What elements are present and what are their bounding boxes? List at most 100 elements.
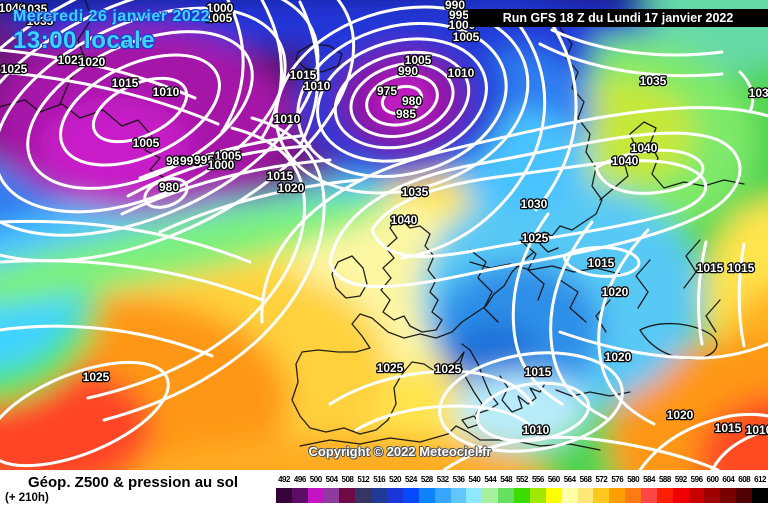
pressure-label: 985 xyxy=(166,154,186,168)
model-run-banner: Run GFS 18 Z du Lundi 17 janvier 2022 xyxy=(468,9,768,27)
scale-swatch xyxy=(498,488,515,503)
weather-map: 1040 1035 1035 1000 1005 990 995 1000 1005 1025 10… xyxy=(0,0,768,470)
scale-swatch xyxy=(656,488,673,503)
scale-value: 516 xyxy=(373,475,386,484)
scale-cell: 508 xyxy=(339,475,356,509)
scale-cell: 556 xyxy=(529,475,546,509)
map-date: Mercredi 26 janvier 2022 xyxy=(13,8,211,25)
pressure-label: 1025 xyxy=(58,53,85,67)
scale-value: 604 xyxy=(722,475,735,484)
scale-cell: 528 xyxy=(418,475,435,509)
pressure-label: 1025 xyxy=(83,370,110,384)
scale-value: 552 xyxy=(516,475,528,484)
scale-value: 608 xyxy=(738,475,751,484)
scale-value: 576 xyxy=(611,475,624,484)
pressure-label: 1035 xyxy=(27,14,54,28)
scale-swatch xyxy=(323,488,340,503)
scale-cell: 540 xyxy=(466,475,483,509)
scale-cell: 544 xyxy=(482,475,499,509)
scale-swatch xyxy=(672,488,689,503)
scale-swatch xyxy=(418,488,435,503)
scale-value: 492 xyxy=(278,475,290,484)
scale-swatch xyxy=(752,488,768,503)
pressure-label: 1015 xyxy=(715,421,742,435)
pressure-label: 990 xyxy=(445,0,465,12)
scale-cell: 600 xyxy=(704,475,721,509)
pressure-label: 1015 xyxy=(697,261,724,275)
scale-swatch xyxy=(307,488,324,503)
pressure-label: 1040 xyxy=(0,1,26,15)
pressure-label: 1000 xyxy=(208,158,235,172)
pressure-label: 1000 xyxy=(207,1,234,15)
pressure-label: 1030 xyxy=(521,197,548,211)
pressure-label: 1015 xyxy=(112,76,139,90)
scale-value: 584 xyxy=(643,475,655,484)
pressure-label: 990 xyxy=(180,154,200,168)
pressure-label: 1010 xyxy=(448,66,475,80)
scale-value: 512 xyxy=(357,475,370,484)
scale-cell: 496 xyxy=(291,475,308,509)
scale-swatch xyxy=(291,488,308,503)
scale-value: 592 xyxy=(674,475,687,484)
copyright-notice: Copyright © 2022 Meteociel.fr xyxy=(308,444,492,459)
pressure-label: 1010 xyxy=(153,85,180,99)
scale-value: 612 xyxy=(754,475,767,484)
scale-swatch xyxy=(387,488,404,503)
pressure-label: 1015 xyxy=(588,256,615,270)
pressure-label: 1005 xyxy=(215,149,242,163)
scale-swatch xyxy=(514,488,531,503)
scale-value: 540 xyxy=(468,475,481,484)
pressure-label: 1025 xyxy=(1,62,28,76)
scale-value: 496 xyxy=(293,475,306,484)
scale-value: 504 xyxy=(325,475,338,484)
scale-cell: 592 xyxy=(672,475,689,509)
scale-value: 544 xyxy=(484,475,497,484)
pressure-label: 1025 xyxy=(522,231,549,245)
scale-cell: 536 xyxy=(450,475,467,509)
scale-cell: 548 xyxy=(498,475,515,509)
pressure-label: 1015 xyxy=(525,365,552,379)
pressure-label: 975 xyxy=(377,84,397,98)
scale-swatch xyxy=(482,488,499,503)
scale-cell: 524 xyxy=(402,475,419,509)
scale-cell: 584 xyxy=(641,475,657,509)
scale-value: 596 xyxy=(690,475,703,484)
scale-swatch xyxy=(688,488,705,503)
pressure-label: 1005 xyxy=(133,136,160,150)
pressure-label: 995 xyxy=(194,153,214,167)
pressure-label: 1010 xyxy=(304,79,331,93)
pressure-label: 980 xyxy=(402,94,422,108)
pressure-label: 1010 xyxy=(523,423,550,437)
scale-value: 548 xyxy=(500,475,513,484)
scale-value: 572 xyxy=(595,475,608,484)
pressure-label: 985 xyxy=(396,107,416,121)
pressure-label: 995 xyxy=(449,8,469,22)
pressure-label: 1040 xyxy=(612,154,639,168)
scale-cell: 492 xyxy=(276,475,292,509)
scale-cell: 552 xyxy=(514,475,531,509)
pressure-label: 1010 xyxy=(274,112,301,126)
pressure-label: 1020 xyxy=(79,55,106,69)
scale-value: 568 xyxy=(579,475,592,484)
scale-value: 560 xyxy=(547,475,560,484)
scale-value: 536 xyxy=(452,475,465,484)
scale-swatch xyxy=(593,488,610,503)
scale-cell: 588 xyxy=(656,475,673,509)
scale-swatch xyxy=(402,488,419,503)
pressure-label: 990 xyxy=(398,64,418,78)
pressure-label: 1040 xyxy=(631,141,658,155)
scale-swatch xyxy=(625,488,642,503)
pressure-label: 1015 xyxy=(267,169,294,183)
scale-cell: 504 xyxy=(323,475,340,509)
pressure-label: 1035 xyxy=(640,74,667,88)
pressure-label: 1005 xyxy=(206,11,233,25)
pressure-label: 1005 xyxy=(453,30,480,44)
scale-value: 528 xyxy=(420,475,433,484)
geopotential-color-scale: 492 496 500 504 508 512 516 520 524 528 532 536 540 5… xyxy=(276,475,768,509)
pressure-label: 1010 xyxy=(746,423,768,437)
scale-swatch xyxy=(704,488,721,503)
scale-swatch xyxy=(561,488,578,503)
scale-cell: 612 xyxy=(752,475,768,509)
scale-value: 532 xyxy=(436,475,449,484)
